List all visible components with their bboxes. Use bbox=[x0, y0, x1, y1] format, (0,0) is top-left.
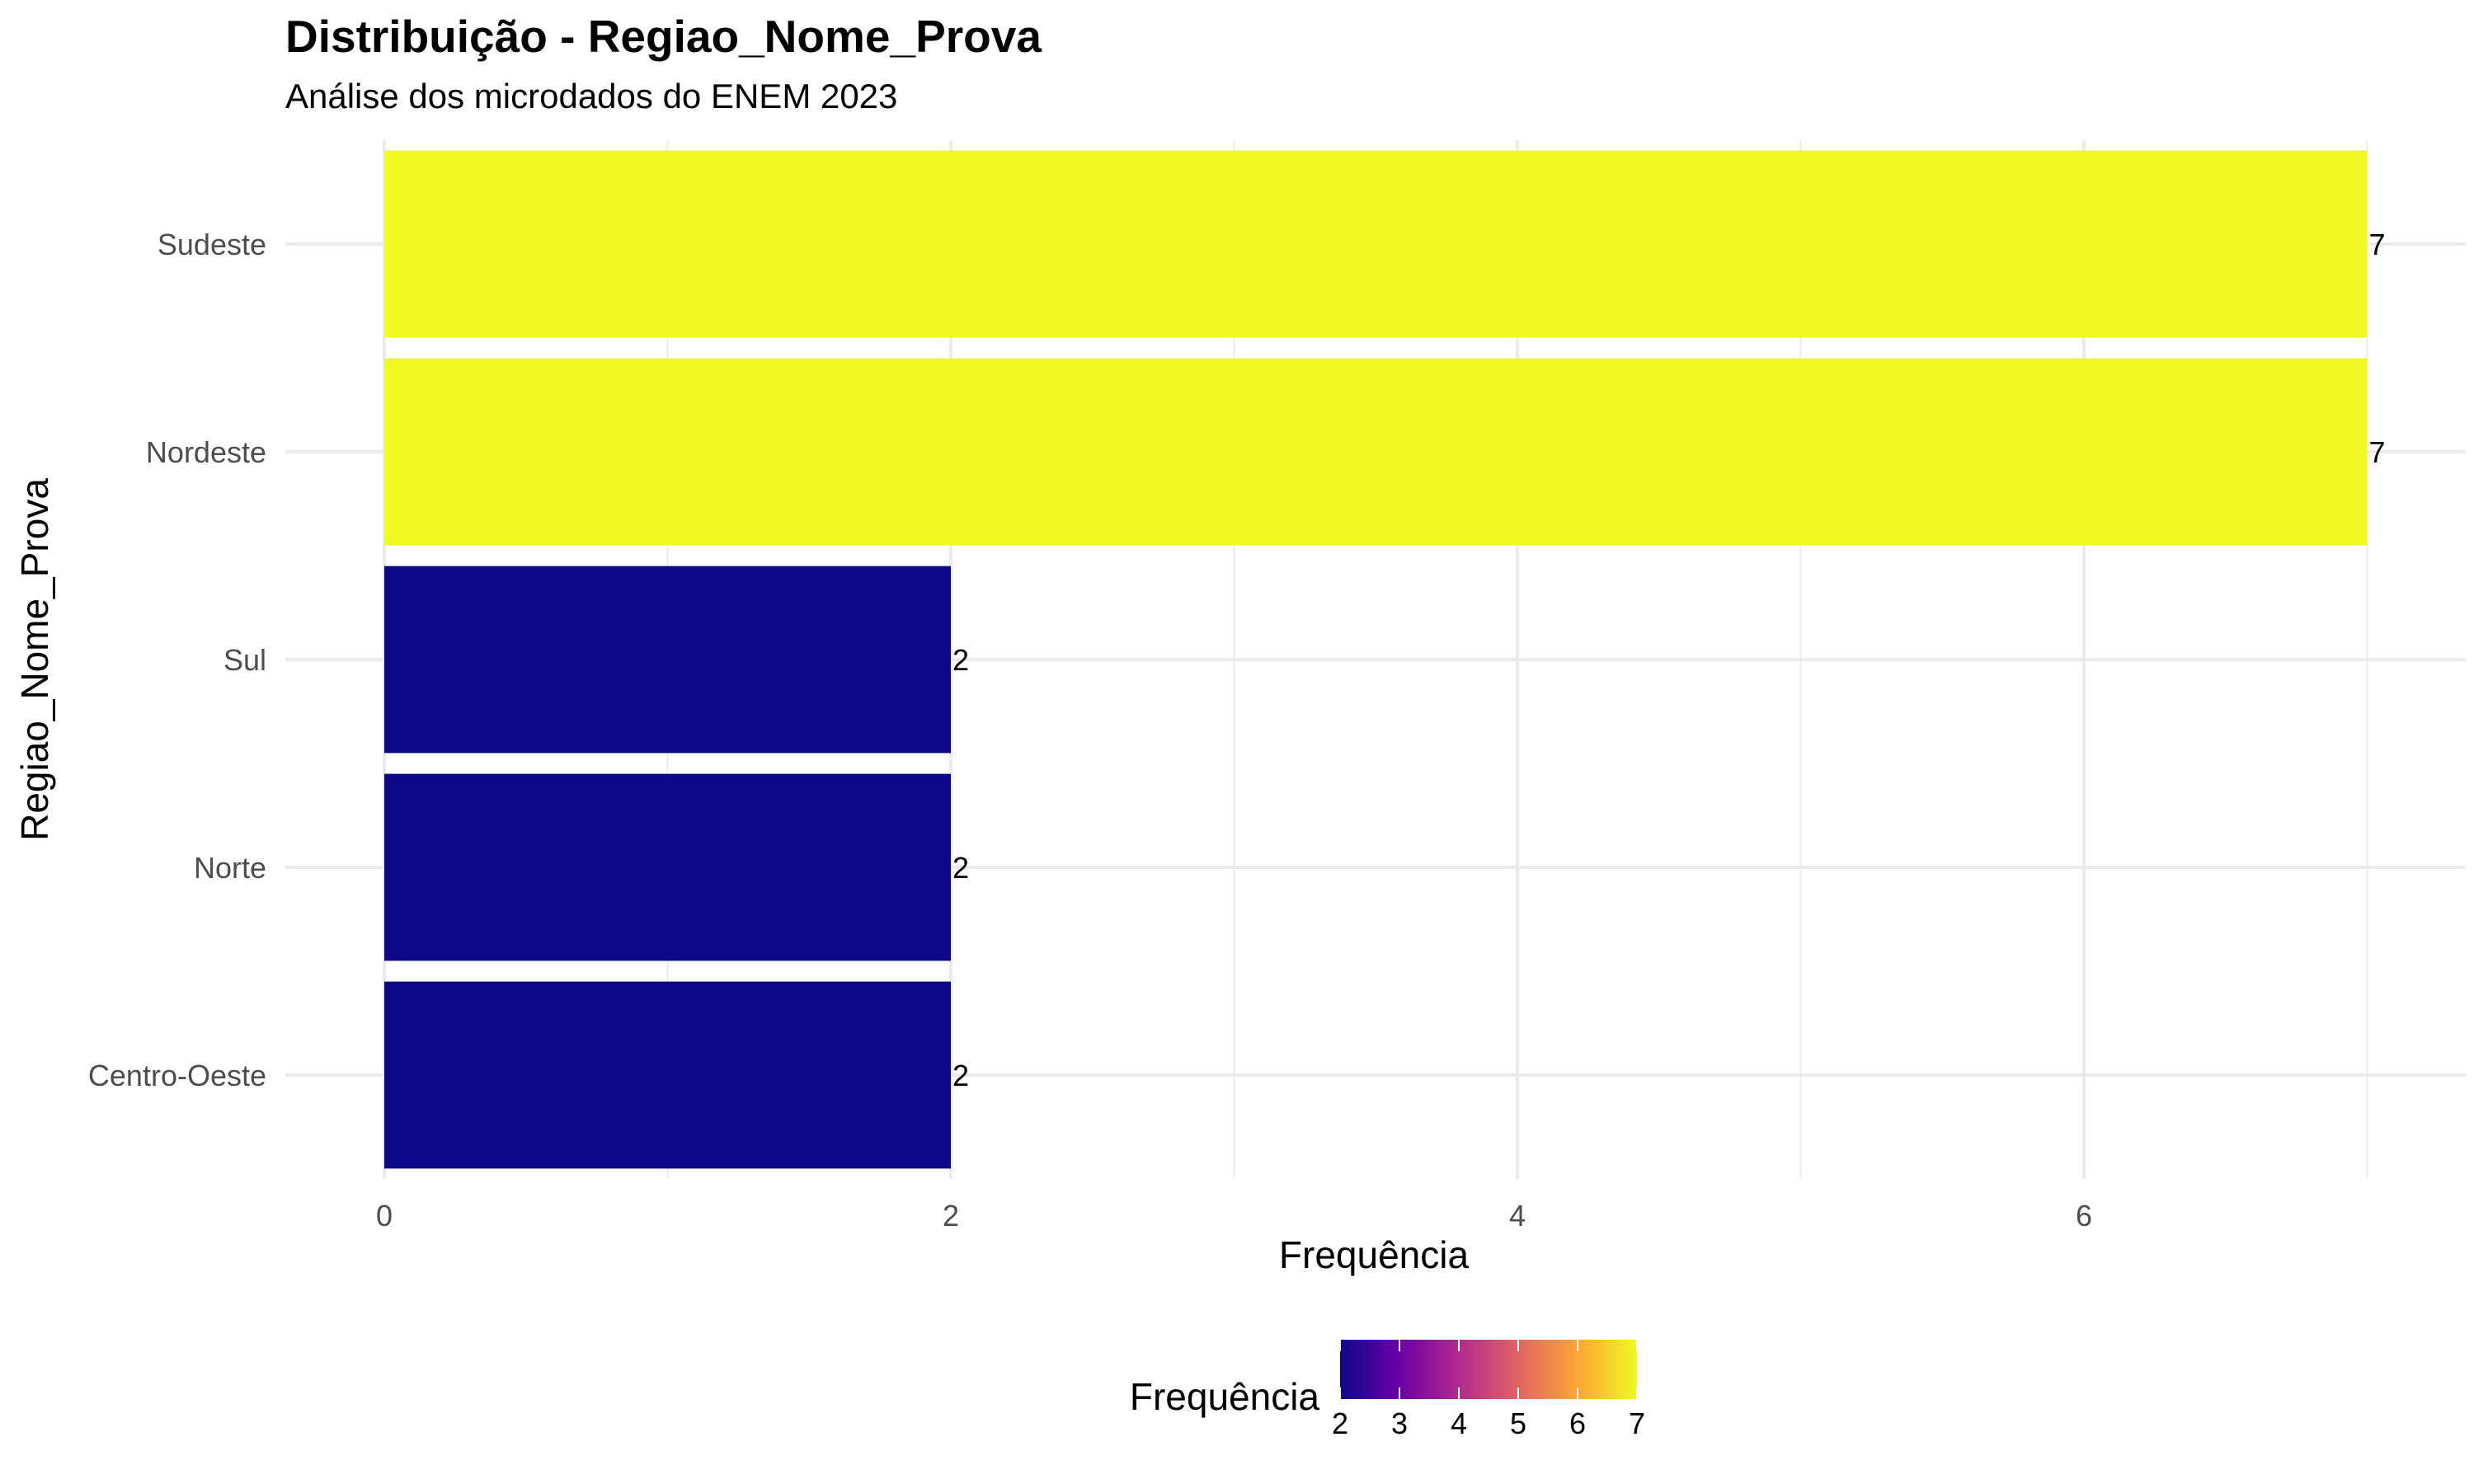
x-tick-label: 2 bbox=[943, 1199, 959, 1233]
legend-tick-label: 3 bbox=[1391, 1407, 1408, 1440]
legend-tick-label: 2 bbox=[1332, 1407, 1348, 1440]
x-tick-label: 0 bbox=[376, 1199, 393, 1233]
legend-tick-label: 6 bbox=[1569, 1407, 1586, 1440]
bar-sudeste bbox=[384, 150, 2368, 338]
legend-ticks: 2 3 4 5 6 7 bbox=[1332, 1340, 1645, 1440]
data-label-sul: 2 bbox=[952, 643, 969, 677]
x-tick-label: 4 bbox=[1509, 1199, 1526, 1233]
y-tick-label-nordeste: Nordeste bbox=[146, 435, 266, 469]
data-label-norte: 2 bbox=[952, 851, 969, 885]
data-label-centro-oeste: 2 bbox=[952, 1059, 969, 1092]
legend-colorbar bbox=[1340, 1340, 1637, 1399]
y-tick-label-sul: Sul bbox=[223, 643, 266, 677]
chart-title: Distribuição - Regiao_Nome_Prova bbox=[285, 11, 1042, 62]
bar-sul bbox=[384, 566, 951, 754]
x-axis-title: Frequência bbox=[1279, 1233, 1470, 1276]
y-tick-label-centro-oeste: Centro-Oeste bbox=[88, 1059, 266, 1092]
y-axis-title: Regiao_Nome_Prova bbox=[13, 478, 56, 841]
bar-norte bbox=[384, 773, 951, 961]
x-tick-label: 6 bbox=[2076, 1199, 2092, 1233]
data-label-nordeste: 7 bbox=[2369, 435, 2386, 469]
bars-layer bbox=[384, 150, 2368, 1169]
legend-tick-label: 4 bbox=[1451, 1407, 1467, 1440]
y-tick-label-norte: Norte bbox=[194, 851, 266, 885]
x-tick-labels: 0 2 4 6 bbox=[376, 1199, 2092, 1233]
bar-centro-oeste bbox=[384, 981, 951, 1169]
legend-tick-label: 5 bbox=[1510, 1407, 1526, 1440]
y-tick-label-sudeste: Sudeste bbox=[158, 228, 266, 261]
legend-title: Frequência bbox=[1130, 1375, 1320, 1418]
color-legend: Frequência 2 3 4 5 6 7 bbox=[1130, 1340, 1645, 1440]
data-labels-layer: 7 7 2 2 2 bbox=[952, 228, 2386, 1092]
data-label-sudeste: 7 bbox=[2369, 228, 2386, 261]
bar-nordeste bbox=[384, 358, 2368, 546]
y-tick-labels: Sudeste Nordeste Sul Norte Centro-Oeste bbox=[88, 228, 266, 1092]
chart-subtitle: Análise dos microdados do ENEM 2023 bbox=[285, 77, 898, 115]
legend-tick-label: 7 bbox=[1629, 1407, 1645, 1440]
